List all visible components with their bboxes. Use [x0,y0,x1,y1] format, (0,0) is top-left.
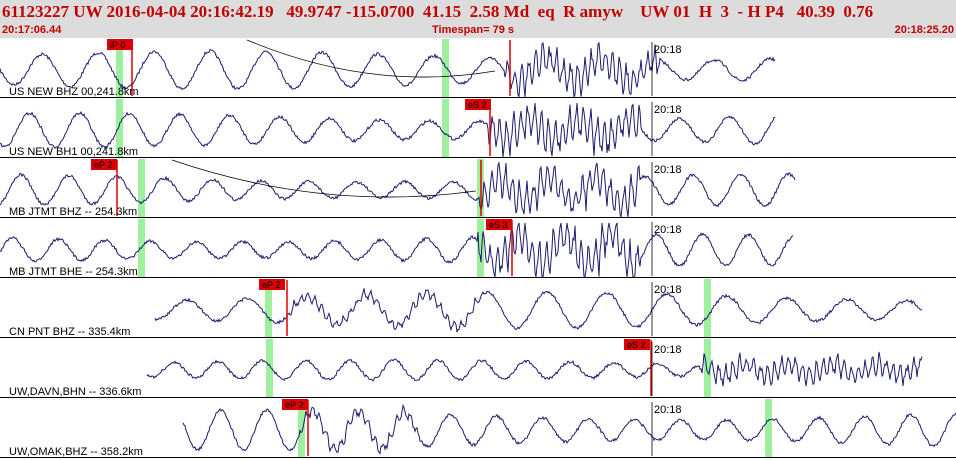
pick-flag-label: eP 2 [94,160,112,170]
pick-flag[interactable] [465,99,491,110]
travel-time-curve [171,159,477,198]
pick-window-marker [442,99,449,157]
pick-flag-label: eS 2 [627,340,646,350]
pick-flag[interactable] [282,399,308,410]
pick-flag[interactable] [486,219,512,230]
channel-row[interactable]: eS 3 20:18 MB JTMT BHE -- 254.3km [0,219,956,278]
pick-window-marker [765,399,772,457]
channel-row[interactable]: eP 2 20:18 UW,OMAK,BHZ -- 358.2km [0,399,956,458]
pick-flag-label: eP 2 [262,280,280,290]
pick-flag-label: eS 3 [489,220,508,230]
channel-label: CN PNT BHZ -- 335.4km [9,326,130,338]
time-tick-label: 20:18 [654,224,682,236]
channel-label: MB JTMT BHZ -- 254.3km [9,206,137,218]
channel-label: MB JTMT BHE -- 254.3km [9,266,138,278]
waveform-trace [0,102,776,158]
time-tick-label: 20:18 [654,104,682,116]
pick-window-marker [704,339,711,397]
channel-row[interactable]: eS 2 20:18 UW,DAVN,BHN -- 336.6km [0,339,956,398]
time-tick-label: 20:18 [654,44,682,56]
channel-row[interactable]: eP 2 20:18 MB JTMT BHZ -- 254.3km [0,159,956,218]
pick-window-marker [477,219,484,277]
waveform-trace [146,351,923,387]
waveform-trace [182,403,956,455]
channel-label: US NEW BH1 00,241.8km [9,146,138,158]
trace-panel[interactable]: iP 0 20:18 US NEW BHZ 00,241.8km eS 2 20:18 U… [0,38,956,460]
time-tick-label: 20:18 [654,404,682,416]
waveform-trace [0,222,794,278]
timespan-label: Timespan= 79 s [432,24,515,36]
pick-window-marker [265,279,272,337]
event-header: 61123227 UW 2016-04-04 20:16:42.19 49.97… [0,0,956,38]
travel-time-curve [246,39,496,78]
channel-label: UW,DAVN,BHN -- 336.6km [9,386,141,398]
pick-flag-label: eP 2 [285,400,303,410]
time-tick-label: 20:18 [654,284,682,296]
waveform-trace [154,288,923,333]
waveform-trace [0,41,776,98]
waveform-trace [0,161,796,218]
event-summary-line: 61123227 UW 2016-04-04 20:16:42.19 49.97… [2,2,874,21]
start-time: 20:17:06.44 [2,24,62,36]
pick-window-marker [298,399,305,457]
time-tick-label: 20:18 [654,344,682,356]
channel-row[interactable]: eP 2 20:18 CN PNT BHZ -- 335.4km [0,279,956,338]
pick-flag-label: iP 0 [110,40,125,50]
pick-window-marker [116,39,123,97]
pick-window-marker [266,339,273,397]
end-time: 20:18:25.20 [894,24,954,36]
pick-window-marker [704,279,711,337]
pick-flag-label: eS 2 [468,100,487,110]
channel-label: US NEW BHZ 00,241.8km [9,86,139,98]
pick-flag[interactable] [624,339,650,350]
channel-row[interactable]: iP 0 20:18 US NEW BHZ 00,241.8km [0,39,956,98]
time-tick-label: 20:18 [654,164,682,176]
pick-flag[interactable] [107,39,133,50]
pick-window-marker [138,159,145,217]
channel-row[interactable]: eS 2 20:18 US NEW BH1 00,241.8km [0,99,956,158]
pick-window-marker [116,99,123,157]
pick-flag[interactable] [259,279,285,290]
pick-flag[interactable] [91,159,117,170]
channel-label: UW,OMAK,BHZ -- 358.2km [9,446,143,458]
